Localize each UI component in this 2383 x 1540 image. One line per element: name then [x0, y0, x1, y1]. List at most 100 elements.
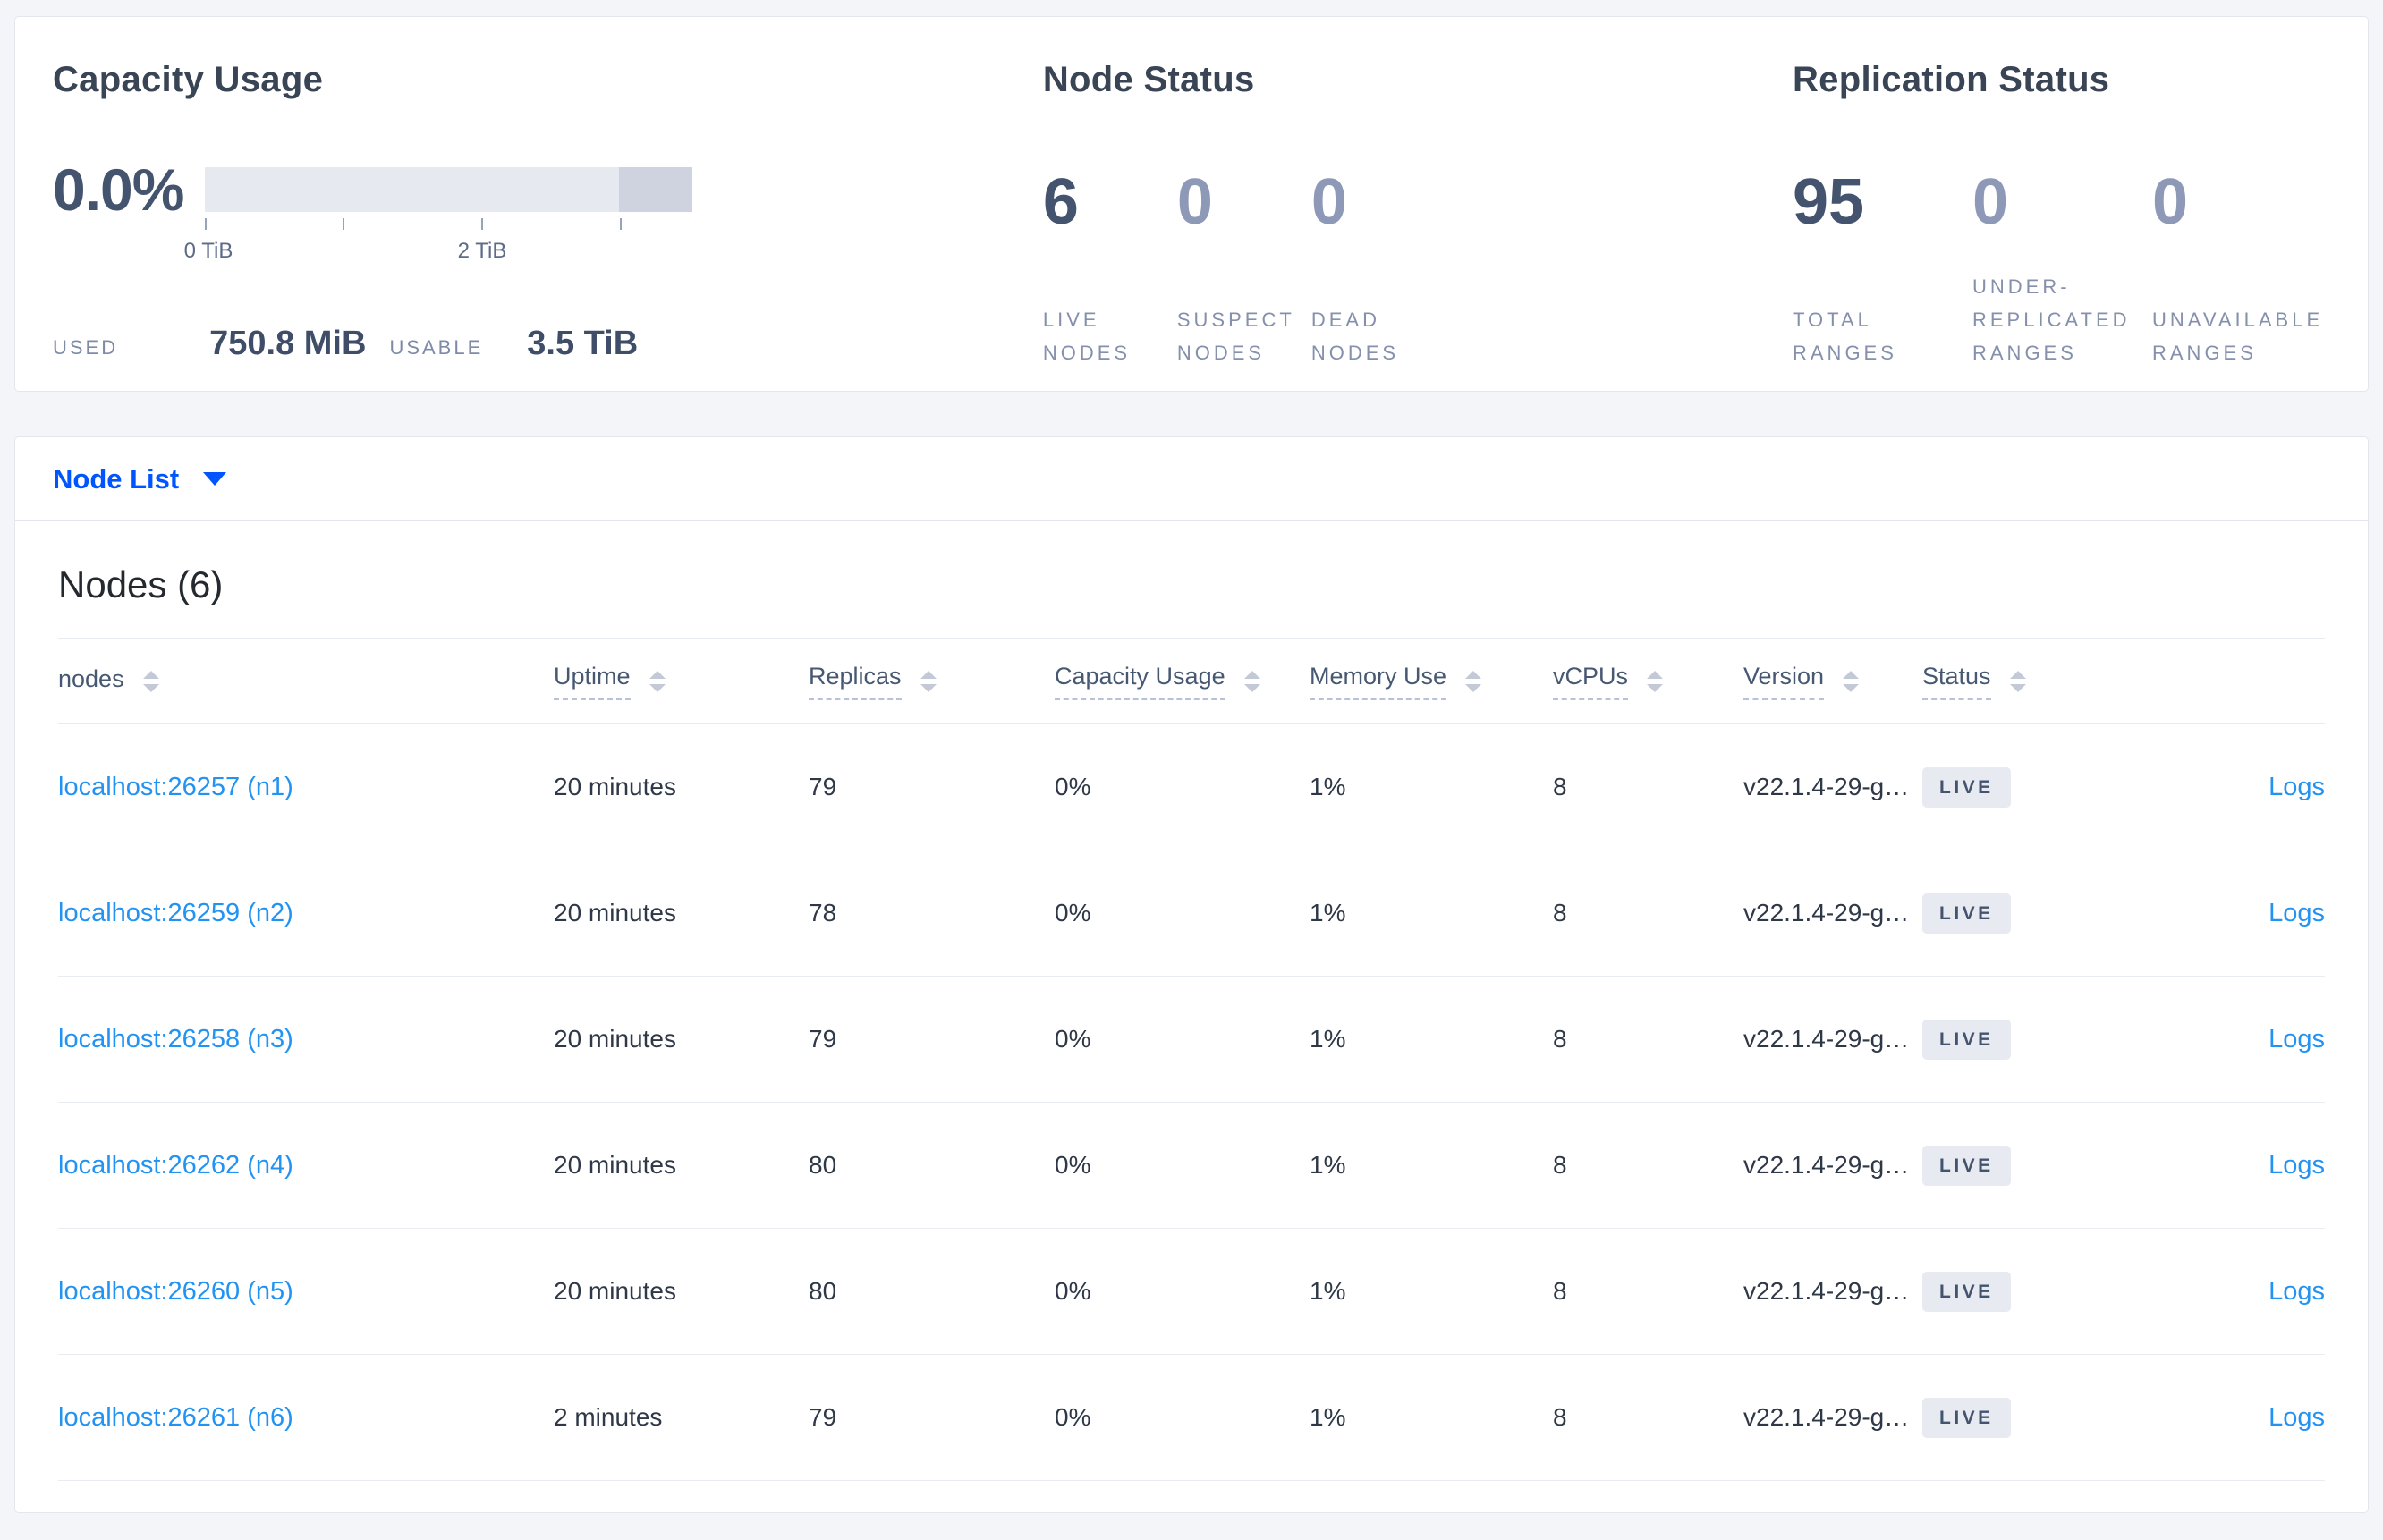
version-cell: v22.1.4-29-g… [1743, 1277, 1910, 1305]
version-cell: v22.1.4-29-g… [1743, 899, 1910, 927]
memory-use-cell: 1% [1310, 1403, 1346, 1431]
memory-use-cell: 1% [1310, 1277, 1346, 1305]
sort-icon[interactable] [649, 670, 666, 692]
sort-icon[interactable] [920, 670, 937, 692]
node-link[interactable]: localhost:26259 (n2) [58, 898, 293, 927]
cluster-summary-card: Capacity Usage 0.0% 0 TiB 2 TiB USED 750… [14, 16, 2369, 392]
status-badge: LIVE [1922, 893, 2011, 934]
capacity-bar-other-segment [619, 167, 692, 212]
uptime-cell: 20 minutes [554, 899, 676, 927]
column-header-nodes[interactable]: nodes [58, 665, 554, 697]
capacity-usage-cell: 0% [1055, 1025, 1091, 1053]
capacity-usage-cell: 0% [1055, 1151, 1091, 1179]
status-badge: LIVE [1922, 1271, 2011, 1312]
logs-link[interactable]: Logs [2269, 898, 2325, 927]
column-header-vcpus[interactable]: vCPUs [1553, 663, 1743, 700]
replicas-cell: 80 [809, 1277, 837, 1305]
table-row: localhost:26262 (n4) 20 minutes 80 0% 1%… [58, 1103, 2325, 1229]
uptime-cell: 20 minutes [554, 1151, 676, 1179]
capacity-percent: 0.0% [53, 157, 184, 223]
capacity-bar-usable-segment [205, 167, 619, 212]
column-header-replicas[interactable]: Replicas [809, 663, 1055, 700]
logs-link[interactable]: Logs [2269, 1276, 2325, 1306]
table-row: localhost:26259 (n2) 20 minutes 78 0% 1%… [58, 850, 2325, 977]
sort-icon[interactable] [1647, 670, 1664, 692]
replicas-cell: 79 [809, 1403, 837, 1431]
sort-icon[interactable] [1843, 670, 1860, 692]
status-badge: LIVE [1922, 766, 2011, 808]
vcpus-cell: 8 [1553, 1025, 1567, 1053]
capacity-usage-title: Capacity Usage [53, 60, 324, 99]
dead-nodes-value: 0 [1310, 166, 1347, 238]
nodes-table-title: Nodes (6) [58, 563, 224, 605]
total-ranges-stat: 95 TOTAL RANGES [1793, 169, 1972, 369]
replicas-cell: 80 [809, 1151, 837, 1179]
total-ranges-label: TOTAL RANGES [1793, 309, 1897, 364]
axis-tick [205, 218, 207, 230]
under-replicated-ranges-stat: 0 UNDER-REPLICATED RANGES [1972, 169, 2152, 369]
replication-status-section: Replication Status 95 TOTAL RANGES 0 UND… [1793, 56, 2332, 391]
column-header-status[interactable]: Status [1922, 663, 2112, 700]
caret-down-icon [203, 472, 227, 486]
sort-icon[interactable] [2009, 670, 2026, 692]
view-selector-dropdown[interactable]: Node List [15, 437, 2368, 521]
table-row: localhost:26261 (n6) 2 minutes 79 0% 1% … [58, 1355, 2325, 1481]
status-badge: LIVE [1922, 1145, 2011, 1186]
sort-icon[interactable] [142, 670, 159, 692]
axis-tick-label: 0 TiB [183, 239, 233, 263]
node-link[interactable]: localhost:26258 (n3) [58, 1024, 293, 1053]
node-link[interactable]: localhost:26260 (n5) [58, 1276, 293, 1306]
live-nodes-stat: 6 LIVE NODES [1043, 169, 1177, 369]
memory-use-cell: 1% [1310, 899, 1346, 927]
version-cell: v22.1.4-29-g… [1743, 1151, 1910, 1179]
vcpus-cell: 8 [1553, 773, 1567, 800]
logs-link[interactable]: Logs [2269, 1150, 2325, 1180]
node-link[interactable]: localhost:26257 (n1) [58, 772, 293, 801]
column-header-uptime[interactable]: Uptime [554, 663, 809, 700]
unavailable-ranges-stat: 0 UNAVAILABLE RANGES [2152, 169, 2332, 369]
column-header-version[interactable]: Version [1743, 663, 1922, 700]
column-header-memory-use[interactable]: Memory Use [1310, 663, 1553, 700]
node-link[interactable]: localhost:26262 (n4) [58, 1150, 293, 1180]
vcpus-cell: 8 [1553, 1277, 1567, 1305]
view-selector-label[interactable]: Node List [53, 462, 180, 495]
used-value: 750.8 MiB [209, 325, 367, 362]
uptime-cell: 20 minutes [554, 1277, 676, 1305]
logs-link[interactable]: Logs [2269, 772, 2325, 801]
vcpus-cell: 8 [1553, 1403, 1567, 1431]
logs-link[interactable]: Logs [2269, 1024, 2325, 1053]
nodes-table-header: nodes Uptime Replicas Capacity Usage Mem… [58, 638, 2325, 724]
axis-tick [343, 218, 344, 230]
table-row: localhost:26260 (n5) 20 minutes 80 0% 1%… [58, 1229, 2325, 1355]
unavailable-ranges-value: 0 [2152, 166, 2189, 238]
vcpus-cell: 8 [1553, 899, 1567, 927]
live-nodes-value: 6 [1042, 166, 1079, 238]
used-label: USED [53, 336, 119, 359]
usable-value: 3.5 TiB [527, 325, 639, 362]
axis-tick-label: 2 TiB [457, 239, 507, 263]
sort-icon[interactable] [1465, 670, 1482, 692]
nodes-table-body: localhost:26257 (n1) 20 minutes 79 0% 1%… [58, 724, 2325, 1481]
column-header-capacity-usage[interactable]: Capacity Usage [1055, 663, 1310, 700]
uptime-cell: 20 minutes [554, 1025, 676, 1053]
capacity-usage-cell: 0% [1055, 1277, 1091, 1305]
usable-label: USABLE [389, 336, 484, 359]
replicas-cell: 79 [809, 1025, 837, 1053]
logs-link[interactable]: Logs [2269, 1402, 2325, 1432]
replication-status-title: Replication Status [1793, 60, 2110, 99]
capacity-usage-section: Capacity Usage 0.0% 0 TiB 2 TiB USED 750… [53, 56, 1043, 391]
node-link[interactable]: localhost:26261 (n6) [58, 1402, 293, 1432]
uptime-cell: 2 minutes [554, 1403, 663, 1431]
version-cell: v22.1.4-29-g… [1743, 1025, 1910, 1053]
memory-use-cell: 1% [1310, 1025, 1346, 1053]
capacity-usage-cell: 0% [1055, 1403, 1091, 1431]
version-cell: v22.1.4-29-g… [1743, 1403, 1910, 1431]
axis-tick [481, 218, 483, 230]
dead-nodes-label: DEAD NODES [1310, 309, 1400, 364]
vcpus-cell: 8 [1553, 1151, 1567, 1179]
node-status-section: Node Status 6 LIVE NODES 0 SUSPECT NODES… [1043, 56, 1793, 391]
sort-icon[interactable] [1243, 670, 1260, 692]
dead-nodes-stat: 0 DEAD NODES [1311, 169, 1446, 369]
under-replicated-ranges-label: UNDER-REPLICATED RANGES [1972, 275, 2131, 364]
node-list-card: Node List Nodes (6) nodes Uptime Replica… [14, 436, 2369, 1513]
